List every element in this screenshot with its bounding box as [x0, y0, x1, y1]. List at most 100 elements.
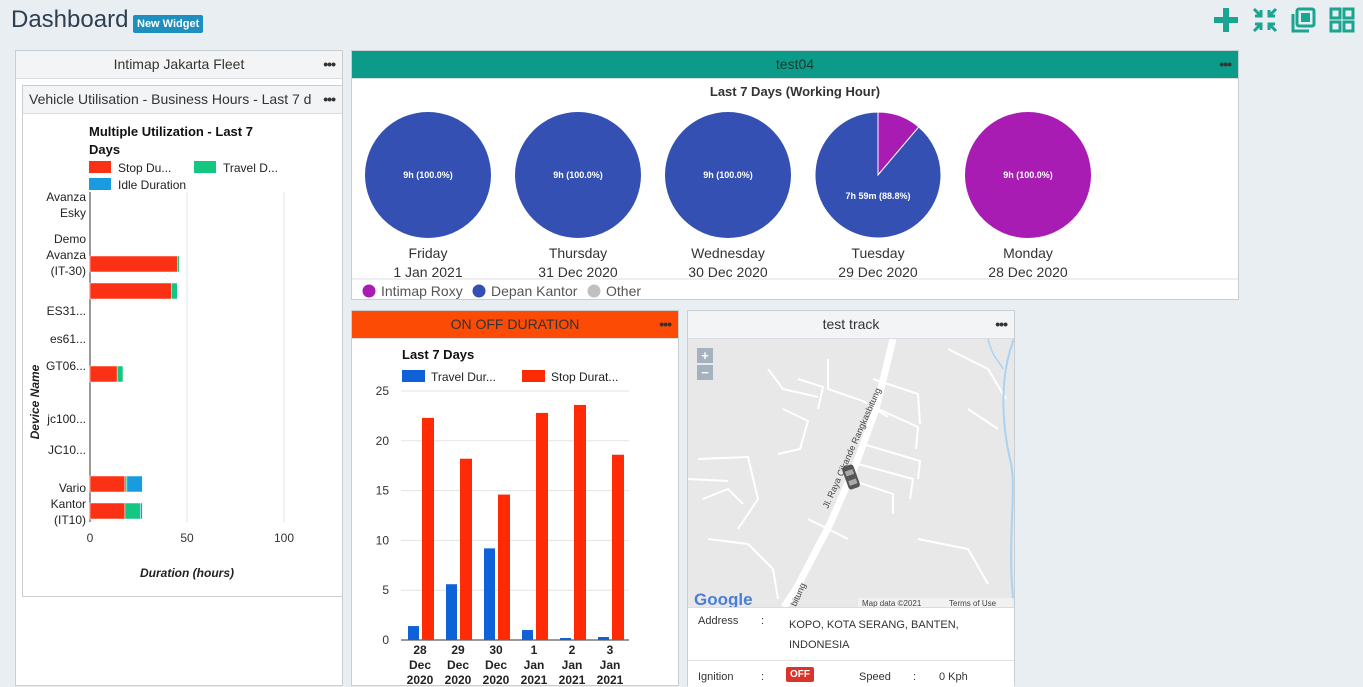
utilisation-menu-icon[interactable]: •••	[321, 86, 336, 113]
ignition-status-badge: OFF	[786, 667, 814, 682]
working-hour-pies: Last 7 Days (Working Hour) 9h (100.0%) Fr…	[352, 84, 1238, 299]
duplicate-icon[interactable]	[1290, 7, 1316, 33]
onoff-x-label: Dec	[447, 658, 469, 672]
util-bar-travel[interactable]	[124, 502, 141, 520]
util-legend-swatch	[194, 161, 216, 173]
onoff-bar[interactable]	[460, 458, 472, 640]
test04-header: test04 •••	[352, 51, 1238, 79]
pie-slice[interactable]	[965, 112, 1091, 238]
onoff-bar[interactable]	[598, 637, 609, 640]
util-device-label: es61...	[50, 332, 86, 346]
pie-day-label: Friday	[409, 245, 448, 261]
util-device-label: Esky	[60, 206, 86, 220]
util-legend-swatch	[89, 161, 111, 173]
track-panel: test track ••• Jl. Ray	[687, 310, 1015, 687]
pie-slice[interactable]	[665, 112, 791, 238]
onoff-x-label: Jan	[600, 658, 621, 672]
util-bar-stop[interactable]	[89, 475, 126, 493]
util-legend-label[interactable]: Stop Du...	[118, 161, 171, 175]
onoff-y-tick: 15	[376, 484, 390, 498]
zoom-in-button[interactable]: +	[697, 348, 713, 363]
onoff-x-label: 2020	[407, 673, 434, 685]
track-header: test track •••	[688, 311, 1014, 339]
track-menu-icon[interactable]: •••	[995, 316, 1008, 332]
util-bar-stop[interactable]	[89, 282, 172, 300]
onoff-legend-label[interactable]: Stop Durat...	[551, 370, 618, 384]
pie-date-label: 1 Jan 2021	[393, 264, 462, 280]
onoff-bar[interactable]	[522, 630, 533, 640]
map-view[interactable]: Jl. Raya Cikande Rangkasbitung bitung + …	[688, 339, 1014, 607]
util-device-label: (IT10)	[54, 513, 86, 527]
fleet-panel: Intimap Jakarta Fleet ••• Vehicle Utilis…	[15, 50, 343, 686]
util-bar-travel[interactable]	[171, 282, 178, 300]
onoff-bar[interactable]	[484, 548, 495, 640]
onoff-header: ON OFF DURATION •••	[352, 311, 678, 339]
fleet-panel-title: Intimap Jakarta Fleet	[113, 56, 245, 72]
pie-day-label: Monday	[1003, 245, 1053, 261]
speed-colon: :	[913, 671, 917, 683]
util-bar-travel[interactable]	[116, 365, 124, 383]
onoff-menu-icon[interactable]: •••	[659, 316, 672, 332]
pie-slice[interactable]	[515, 112, 641, 238]
util-x-tick: 100	[274, 531, 294, 545]
track-title: test track	[822, 316, 880, 332]
collapse-icon[interactable]	[1252, 7, 1278, 33]
page-title: Dashboard	[11, 6, 129, 33]
pie-legend-marker	[472, 284, 486, 298]
onoff-bar[interactable]	[498, 494, 510, 640]
vehicle-info: Address : KOPO, KOTA SERANG, BANTEN, IND…	[688, 607, 1014, 687]
speed-label: Speed	[859, 671, 891, 683]
grid-icon[interactable]	[1329, 7, 1355, 33]
pie-slice-label: 9h (100.0%)	[703, 170, 753, 180]
onoff-bar[interactable]	[536, 412, 548, 640]
onoff-y-tick: 20	[376, 434, 390, 448]
util-bar-idle[interactable]	[126, 475, 143, 493]
onoff-bar[interactable]	[574, 404, 586, 640]
util-legend-label[interactable]: Idle Duration	[118, 178, 186, 192]
pie-legend-label[interactable]: Depan Kantor	[491, 283, 578, 299]
onoff-bar[interactable]	[446, 584, 457, 640]
util-device-label: Demo	[54, 232, 86, 246]
util-bar-travel[interactable]	[124, 475, 128, 493]
util-bar-stop[interactable]	[89, 502, 126, 520]
speed-value: 0 Kph	[939, 671, 968, 683]
util-device-label: Kantor	[51, 497, 86, 511]
onoff-x-label: Jan	[562, 658, 583, 672]
map-terms-link[interactable]: Terms of Use	[949, 599, 997, 607]
util-x-tick: 50	[180, 531, 194, 545]
pie-date-label: 28 Dec 2020	[988, 264, 1068, 280]
zoom-out-button[interactable]: −	[697, 365, 713, 380]
onoff-legend-swatch	[522, 370, 545, 382]
util-bar-travel[interactable]	[177, 255, 180, 273]
onoff-bar[interactable]	[408, 626, 419, 640]
pie-slice[interactable]	[365, 112, 491, 238]
onoff-bar[interactable]	[422, 417, 434, 640]
address-value-line2: INDONESIA	[789, 639, 850, 651]
onoff-bar[interactable]	[560, 638, 571, 640]
util-bar-stop[interactable]	[89, 255, 178, 273]
onoff-x-label: 29	[451, 643, 465, 657]
pie-legend-marker	[587, 284, 601, 298]
new-widget-button[interactable]: New Widget	[133, 15, 204, 33]
util-device-label: ES31...	[47, 304, 86, 318]
util-legend-label[interactable]: Travel D...	[223, 161, 278, 175]
util-bar-stop[interactable]	[89, 365, 118, 383]
onoff-x-label: 2021	[559, 673, 586, 685]
pie-slice[interactable]	[814, 111, 942, 239]
onoff-chart: Last 7 Days Travel Dur... Stop Durat... 0…	[376, 347, 629, 685]
pie-legend-label[interactable]: Intimap Roxy	[381, 283, 463, 299]
util-chart-title-1: Multiple Utilization - Last 7	[89, 124, 253, 139]
onoff-panel: ON OFF DURATION ••• Last 7 Days Travel D…	[351, 310, 679, 686]
onoff-x-label: 30	[489, 643, 503, 657]
pie-day-label: Wednesday	[691, 245, 765, 261]
test04-menu-icon[interactable]: •••	[1219, 56, 1232, 72]
onoff-bar[interactable]	[612, 454, 624, 640]
pie-slice-label: 9h (100.0%)	[1003, 170, 1053, 180]
onoff-x-label: 2020	[445, 673, 472, 685]
fleet-menu-icon[interactable]: •••	[323, 56, 336, 72]
add-icon[interactable]	[1213, 7, 1239, 33]
pie-legend-label[interactable]: Other	[606, 283, 641, 299]
util-bar-idle[interactable]	[140, 502, 143, 520]
vehicle-marker-icon[interactable]	[841, 464, 860, 491]
onoff-legend-label[interactable]: Travel Dur...	[431, 370, 496, 384]
